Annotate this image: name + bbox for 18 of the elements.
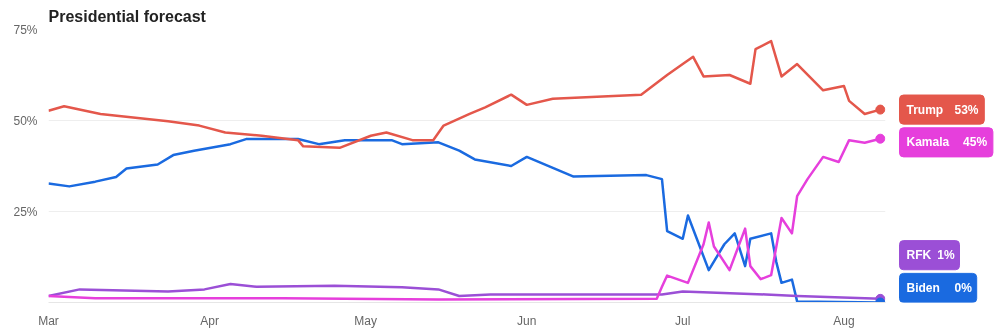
- x-tick-label: Jul: [675, 313, 691, 328]
- x-tick-label: Apr: [200, 313, 220, 328]
- chart-title: Presidential forecast: [48, 7, 207, 25]
- x-tick-label: Mar: [38, 313, 59, 328]
- text: 0%: [954, 280, 973, 295]
- text: RFK: [906, 248, 932, 263]
- y-tick-label: 75%: [13, 22, 38, 37]
- x-tick-label: May: [354, 313, 377, 328]
- x-tick-label: Jun: [517, 313, 537, 328]
- y-tick-label: 25%: [13, 204, 38, 219]
- series-label: Kamala: [906, 135, 950, 150]
- text: 53%: [954, 102, 979, 117]
- series-label: Biden: [906, 280, 940, 295]
- y-tick-label: 50%: [13, 113, 38, 128]
- series-label: Trump: [906, 102, 944, 117]
- x-tick-label: Aug: [833, 313, 855, 328]
- text: 1%: [937, 248, 955, 263]
- text: 45%: [963, 135, 988, 150]
